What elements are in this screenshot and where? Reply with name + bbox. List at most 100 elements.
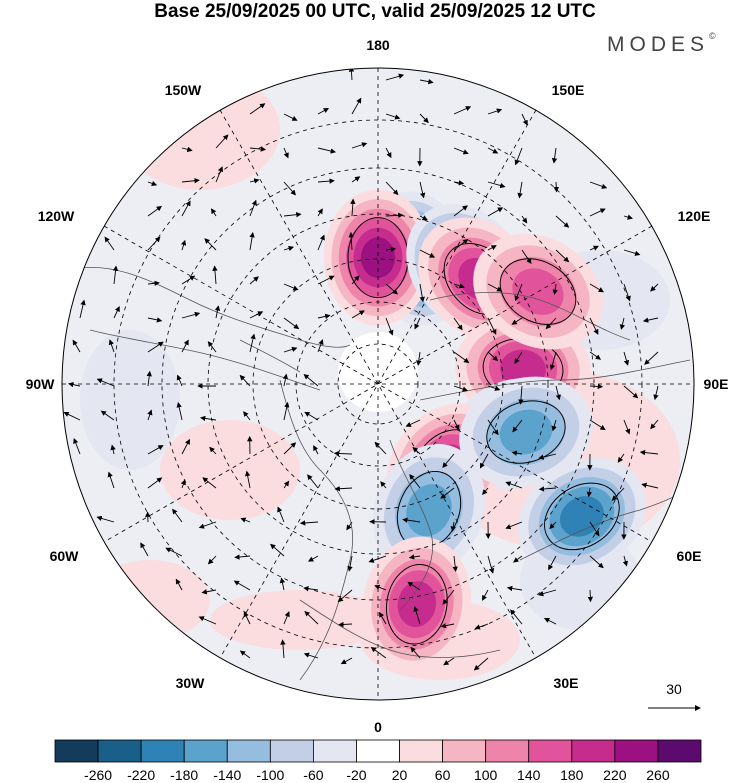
- wind-arrow: [270, 543, 285, 557]
- lon-label-150e: 150E: [552, 82, 585, 98]
- lon-label-150w: 150W: [165, 82, 202, 98]
- wind-arrow: [96, 515, 115, 523]
- wind-arrow: [370, 646, 387, 659]
- wind-arrow: [611, 487, 625, 501]
- wind-arrow: [517, 181, 523, 199]
- wind-arrow: [642, 317, 659, 323]
- wind-arrow: [351, 142, 368, 149]
- wind-arrow: [147, 180, 158, 186]
- lon-label-120w: 120W: [38, 208, 75, 224]
- wind-arrow: [453, 317, 463, 331]
- wind-arrow: [334, 486, 353, 492]
- wind-arrow: [409, 473, 421, 489]
- wind-arrow: [487, 555, 495, 574]
- wind-arrow: [538, 486, 557, 492]
- lon-label-60w: 60W: [50, 548, 80, 564]
- wind-arrow: [350, 198, 356, 217]
- wind-arrow: [181, 146, 193, 152]
- wind-arrow: [623, 419, 631, 435]
- wind-arrow: [521, 249, 532, 265]
- wind-arrow: [374, 584, 387, 591]
- lon-label-60e: 60E: [677, 548, 702, 564]
- wind-arrow: [347, 555, 353, 572]
- wind-arrow: [487, 283, 503, 292]
- wind-arrow: [416, 351, 422, 366]
- wind-arrow: [545, 317, 557, 330]
- wind-arrow: [419, 113, 429, 124]
- wind-arrow: [283, 442, 297, 455]
- wind-arrow: [239, 374, 251, 387]
- colorbar-swatch: [312, 739, 357, 763]
- wind-arrow: [650, 419, 659, 430]
- wind-arrow: [283, 181, 297, 196]
- wind-arrow: [513, 555, 523, 563]
- wind-arrow: [510, 609, 523, 625]
- colorbar-tick-label: -180: [170, 767, 198, 783]
- wind-arrow: [385, 212, 404, 219]
- wind-arrow: [549, 521, 557, 530]
- wind-arrow: [181, 200, 191, 217]
- wind-arrow: [243, 611, 251, 625]
- wind-arrow: [100, 410, 115, 421]
- anomaly-center: [324, 189, 432, 326]
- colorbar-tick-label: 140: [517, 767, 541, 783]
- wind-arrow: [505, 481, 523, 489]
- lon-label-30w: 30W: [176, 675, 206, 691]
- wind-arrow: [337, 589, 353, 603]
- wind-arrow: [589, 208, 606, 217]
- wind-arrow: [147, 409, 153, 421]
- colorbar-swatch: [442, 739, 487, 763]
- wind-arrow: [385, 73, 405, 81]
- wind-arrow: [249, 333, 256, 353]
- wind-arrow: [487, 419, 499, 436]
- wind-arrow: [282, 373, 289, 387]
- wind-arrow: [283, 317, 300, 330]
- lon-label-120e: 120E: [678, 208, 711, 224]
- streamline: [385, 563, 448, 645]
- wind-arrow: [551, 419, 557, 432]
- vector-reference-label: 30: [666, 681, 682, 697]
- wind-arrow: [368, 555, 387, 563]
- wind-arrow: [514, 283, 523, 302]
- wind-arrow: [385, 147, 392, 159]
- wind-arrow: [553, 181, 559, 193]
- wind-arrow: [514, 351, 523, 364]
- wind-arrow: [587, 589, 594, 603]
- wind-arrow: [622, 555, 629, 567]
- wind-arrow: [419, 249, 436, 258]
- wind-arrow: [481, 589, 489, 601]
- wind-arrow: [511, 450, 523, 456]
- colorbar-swatch: [485, 739, 530, 763]
- wind-arrow: [277, 506, 285, 523]
- wind-arrow: [214, 305, 221, 319]
- wind-arrow: [239, 650, 251, 659]
- wind-arrow: [249, 311, 264, 319]
- wind-arrow: [204, 238, 217, 251]
- lon-label-180: 180: [366, 37, 390, 53]
- wind-arrow: [440, 623, 455, 629]
- wind-arrow: [589, 419, 606, 431]
- wind-arrow: [453, 106, 472, 115]
- wind-arrow: [249, 231, 255, 251]
- anomaly-center: [362, 536, 472, 672]
- wind-arrow: [419, 215, 428, 221]
- wind-arrow: [351, 97, 362, 115]
- wind-arrow: [63, 411, 81, 421]
- wind-arrow: [104, 236, 115, 251]
- wind-arrow: [555, 249, 570, 263]
- wind-arrow: [212, 265, 218, 285]
- wind-arrow: [385, 181, 399, 196]
- wind-arrow: [307, 474, 319, 489]
- wind-arrow: [589, 351, 602, 360]
- wind-arrow: [511, 317, 523, 325]
- wind-arrow: [313, 445, 319, 455]
- wind-arrow: [586, 487, 593, 498]
- wind-arrow: [589, 383, 604, 390]
- wind-arrow: [113, 306, 120, 319]
- wind-arrow: [551, 147, 558, 164]
- wind-arrow: [623, 385, 639, 399]
- wind-arrow: [181, 339, 189, 353]
- wind-arrow: [107, 471, 115, 489]
- wind-arrow: [413, 605, 421, 625]
- wind-arrow: [234, 554, 251, 560]
